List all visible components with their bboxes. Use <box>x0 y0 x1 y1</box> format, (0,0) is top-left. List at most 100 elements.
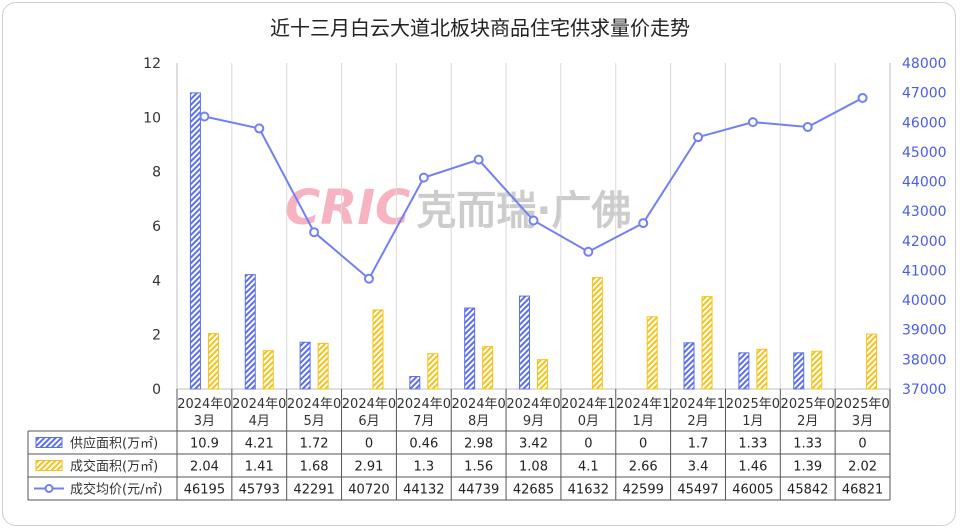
table-cell: 45497 <box>677 483 718 498</box>
x-tick-label: 2025年0 <box>726 397 780 412</box>
x-tick-label: 2024年1 <box>561 397 615 412</box>
table-cell: 0.46 <box>409 437 438 452</box>
legend-label: 成交面积(万㎡) <box>70 459 158 475</box>
price-point <box>309 227 320 238</box>
table-cell: 45842 <box>787 483 828 498</box>
bar-sales <box>427 353 439 390</box>
bar-supply <box>519 295 530 390</box>
table-cell: 2.98 <box>464 437 493 452</box>
bar-sales <box>207 333 219 390</box>
y-right-tick-label: 38000 <box>902 352 947 368</box>
price-line <box>204 97 864 281</box>
table-cell: 0 <box>858 437 866 452</box>
x-tick-label: 2024年0 <box>451 397 505 412</box>
table-cell: 2.04 <box>190 460 219 475</box>
bar-supply <box>464 307 476 390</box>
y-right-tick-label: 43000 <box>902 204 947 220</box>
table-cell: 1.33 <box>738 437 767 452</box>
table-cell: 1.3 <box>413 460 434 475</box>
y-right-tick-label: 42000 <box>902 234 947 250</box>
table-cell: 42685 <box>513 483 554 498</box>
bar-sales <box>262 350 274 390</box>
price-point <box>363 273 374 284</box>
watermark-brand: CRIC <box>285 180 411 236</box>
table-cell: 42599 <box>623 483 664 498</box>
table-cell: 2.66 <box>629 460 658 475</box>
x-tick-label: 6月 <box>358 414 379 429</box>
x-tick-label: 2025年0 <box>835 397 889 412</box>
table-cell: 1.08 <box>519 460 548 475</box>
table-cell: 46821 <box>842 483 883 498</box>
x-tick-label: 2024年1 <box>616 397 670 412</box>
y-left-tick-label: 6 <box>152 219 161 235</box>
bar-supply <box>793 352 805 390</box>
x-tick-label: 1月 <box>742 414 763 429</box>
bar-sales <box>482 346 494 390</box>
y-right-tick-label: 39000 <box>902 323 947 339</box>
y-right-tick-label: 44000 <box>902 175 947 191</box>
table-cell: 1.33 <box>793 437 822 452</box>
table-cell: 1.39 <box>793 460 822 475</box>
legend-swatch <box>44 484 54 493</box>
x-tick-label: 2024年0 <box>506 397 560 412</box>
table-cell: 2.91 <box>354 460 383 475</box>
y-left-tick-label: 12 <box>143 56 161 72</box>
x-tick-label: 2月 <box>687 414 708 429</box>
legend-label: 供应面积(万㎡) <box>70 436 158 452</box>
table-cell: 0 <box>639 437 647 452</box>
x-tick-label: 5月 <box>303 414 324 429</box>
table-cell: 46195 <box>184 483 225 498</box>
table-cell: 3.4 <box>688 460 709 475</box>
table-cell: 42291 <box>293 483 334 498</box>
bar-supply <box>299 341 311 390</box>
table-cell: 44132 <box>403 483 444 498</box>
table-cell: 0 <box>584 437 592 452</box>
table-cell: 41632 <box>568 483 609 498</box>
x-tick-label: 2月 <box>797 414 818 429</box>
price-point <box>583 246 594 257</box>
y-right-tick-label: 40000 <box>902 293 947 309</box>
y-right-tick-label: 37000 <box>902 382 947 398</box>
table-cell: 45793 <box>239 483 280 498</box>
bar-sales <box>591 277 603 390</box>
price-point <box>528 215 539 226</box>
legend-swatch <box>35 437 63 448</box>
bar-sales <box>317 342 329 390</box>
bar-sales <box>372 309 384 390</box>
table-cell: 2.02 <box>848 460 877 475</box>
y-left-tick-label: 4 <box>152 273 161 289</box>
price-point <box>747 117 758 128</box>
x-tick-label: 1月 <box>633 414 654 429</box>
y-left-tick-label: 10 <box>143 110 161 126</box>
x-tick-label: 2024年0 <box>342 397 396 412</box>
bar-supply <box>189 92 201 390</box>
y-right-tick-label: 46000 <box>902 115 947 131</box>
legend-label: 成交均价(元/㎡) <box>70 482 163 498</box>
y-right-tick-label: 45000 <box>902 145 947 161</box>
x-tick-label: 7月 <box>413 414 434 429</box>
table-cell: 1.68 <box>300 460 329 475</box>
price-point <box>857 92 868 103</box>
bar-supply <box>244 274 256 390</box>
x-tick-label: 4月 <box>249 414 270 429</box>
price-point <box>199 111 210 122</box>
table-cell: 3.42 <box>519 437 548 452</box>
x-tick-label: 2024年0 <box>287 397 341 412</box>
y-right-tick-label: 48000 <box>902 56 947 72</box>
bar-sales <box>537 359 548 390</box>
bar-sales <box>646 316 658 390</box>
bar-sales <box>701 296 713 390</box>
table-cell: 44739 <box>458 483 499 498</box>
table-cell: 4.1 <box>578 460 599 475</box>
x-tick-label: 3月 <box>852 414 873 429</box>
bar-supply <box>409 376 421 390</box>
bar-supply <box>738 352 750 390</box>
table-cell: 1.56 <box>464 460 493 475</box>
x-tick-label: 2024年0 <box>232 397 286 412</box>
price-point <box>418 172 429 183</box>
table-cell: 1.46 <box>738 460 767 475</box>
y-left-tick-label: 2 <box>152 328 161 344</box>
